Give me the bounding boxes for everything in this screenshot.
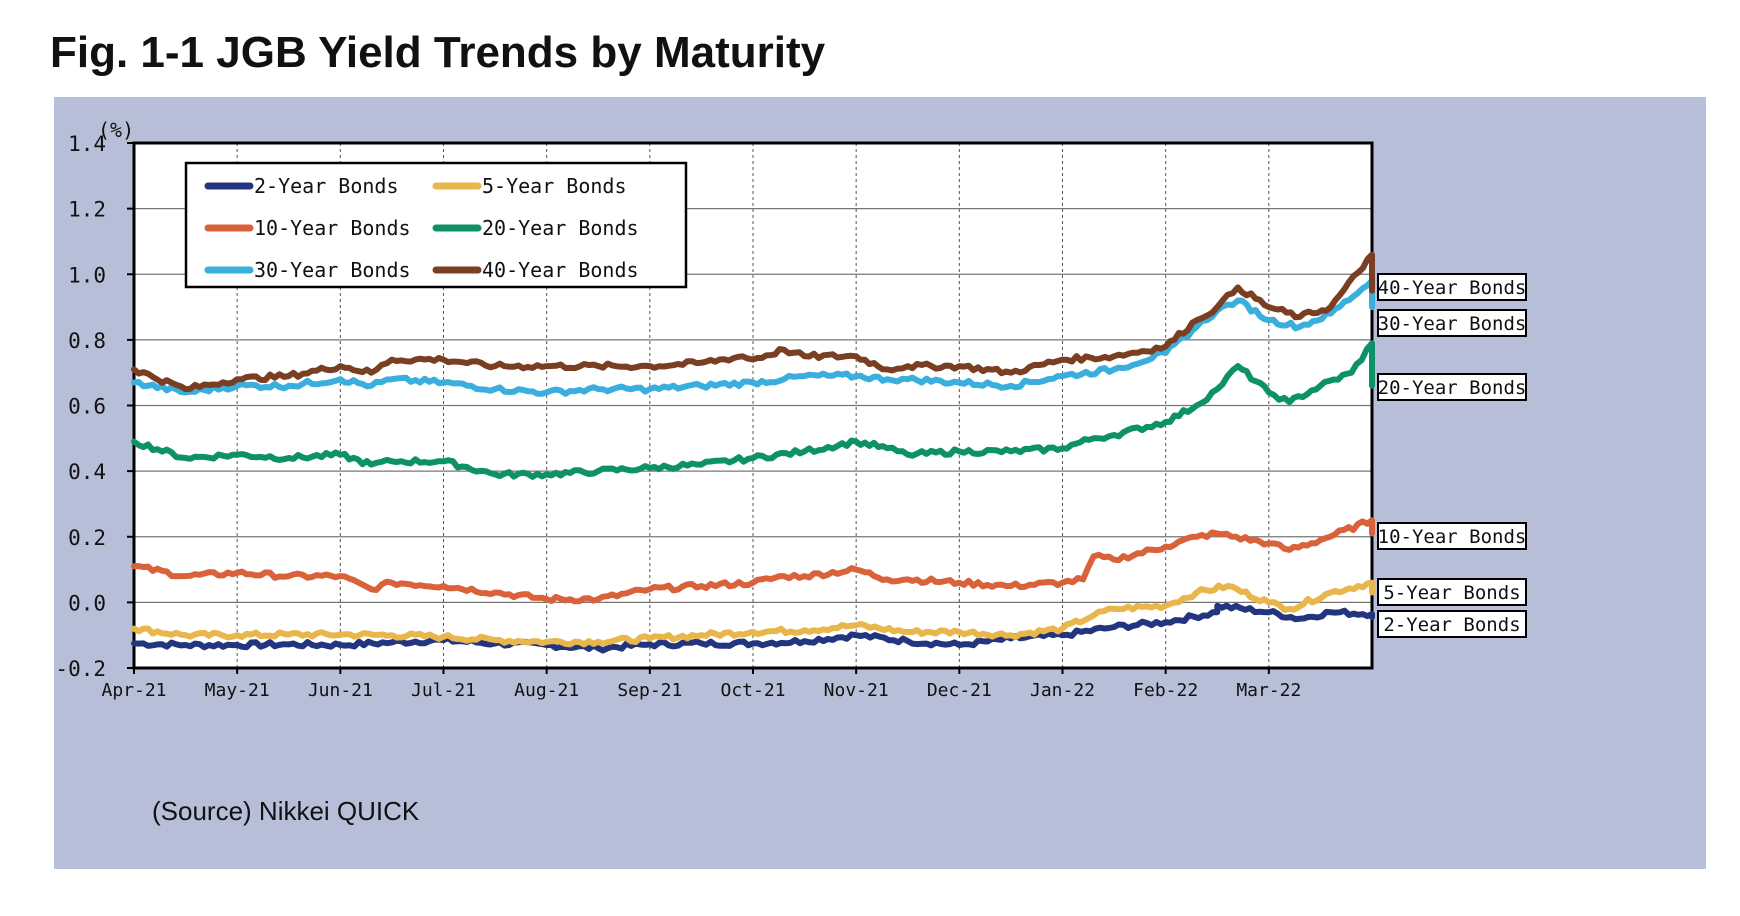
x-tick-label: Jun-21 — [308, 680, 373, 701]
y-tick-label: 1.0 — [68, 263, 106, 287]
y-tick-label: 1.4 — [68, 132, 106, 156]
x-tick-label: Jan-22 — [1030, 680, 1095, 701]
legend: 2-Year Bonds 5-Year Bonds 10-Year Bonds 20-… — [184, 161, 688, 289]
end-label-text: 20-Year Bonds — [1378, 377, 1527, 399]
end-label-text: 5-Year Bonds — [1383, 582, 1520, 604]
x-tick-label: Oct-21 — [720, 680, 785, 701]
x-tick-label: Mar-22 — [1236, 680, 1301, 701]
end-labels: 2-Year Bonds 5-Year Bonds 10-Year Bonds 20-… — [1377, 273, 1527, 638]
end-label-box — [1377, 522, 1527, 550]
legend-item: 30-Year Bonds — [204, 258, 411, 282]
y-tick-label: 0.4 — [68, 460, 106, 484]
legend-label: 5-Year Bonds — [482, 174, 627, 198]
y-tick-label: 0.8 — [68, 329, 106, 353]
x-tick-label: Dec-21 — [927, 680, 992, 701]
end-label-box — [1377, 273, 1527, 301]
legend-label: 30-Year Bonds — [254, 258, 411, 282]
end-label-2-year-bonds: 2-Year Bonds — [1377, 610, 1527, 638]
end-label-box — [1377, 610, 1527, 638]
end-label-text: 10-Year Bonds — [1378, 526, 1527, 548]
legend-label: 40-Year Bonds — [482, 258, 639, 282]
series-line-30-year-bonds — [131, 277, 1375, 397]
series-line-20-year-bonds — [131, 340, 1375, 480]
end-label-40-year-bonds: 40-Year Bonds — [1377, 273, 1527, 301]
x-tick-label: Sep-21 — [617, 680, 682, 701]
y-tick-label: 0.0 — [68, 591, 106, 615]
series-line-5-year-bonds — [131, 579, 1375, 648]
x-tick-label: Aug-21 — [514, 680, 579, 701]
source-note: (Source) Nikkei QUICK — [152, 796, 420, 826]
end-label-box — [1377, 309, 1527, 337]
legend-label: 2-Year Bonds — [254, 174, 399, 198]
y-tick-label: 0.2 — [68, 526, 106, 550]
y-tick-label: 1.2 — [68, 198, 106, 222]
y-tick-label: 0.6 — [68, 395, 106, 419]
end-label-text: 2-Year Bonds — [1383, 614, 1520, 636]
x-tick-label: Apr-21 — [101, 680, 166, 701]
legend-item: 10-Year Bonds — [204, 216, 411, 240]
end-label-5-year-bonds: 5-Year Bonds — [1377, 578, 1527, 606]
y-tick-labels: -0.2 0.0 0.2 0.4 0.6 0.8 1.0 1.2 1.4 — [55, 132, 134, 681]
end-label-10-year-bonds: 10-Year Bonds — [1377, 522, 1527, 550]
series-line-10-year-bonds — [131, 517, 1375, 605]
series-line-40-year-bonds — [131, 251, 1375, 393]
end-label-30-year-bonds: 30-Year Bonds — [1377, 309, 1527, 337]
series-line-2-year-bonds — [131, 602, 1375, 654]
y-tick-label: -0.2 — [55, 657, 106, 681]
end-label-text: 30-Year Bonds — [1378, 313, 1527, 335]
legend-item: 20-Year Bonds — [432, 216, 639, 240]
end-label-20-year-bonds: 20-Year Bonds — [1377, 373, 1527, 401]
series-lines — [131, 251, 1375, 654]
legend-item: 2-Year Bonds — [204, 174, 399, 198]
x-tick-labels: Apr-21 May-21 Jun-21 Jul-21 Aug-21 Sep-21 Oct-… — [101, 668, 1301, 701]
end-label-text: 40-Year Bonds — [1378, 277, 1527, 299]
legend-label: 20-Year Bonds — [482, 216, 639, 240]
x-tick-label: Feb-22 — [1133, 680, 1198, 701]
figure-title: Fig. 1-1 JGB Yield Trends by Maturity — [50, 28, 826, 77]
legend-item: 40-Year Bonds — [432, 258, 639, 282]
chart-panel: (%) -0.2 0.0 0.2 0.4 0.6 0.8 1.0 1.2 1.4 Apr-21 M… — [54, 97, 1706, 869]
x-tick-label: Nov-21 — [824, 680, 889, 701]
y-axis-unit-label: (%) — [98, 118, 134, 142]
end-label-box — [1377, 578, 1527, 606]
x-tick-label: May-21 — [205, 680, 270, 701]
line-chart: (%) -0.2 0.0 0.2 0.4 0.6 0.8 1.0 1.2 1.4 Apr-21 M… — [55, 118, 1527, 701]
legend-item: 5-Year Bonds — [432, 174, 627, 198]
end-label-box — [1377, 373, 1527, 401]
legend-label: 10-Year Bonds — [254, 216, 411, 240]
x-tick-label: Jul-21 — [411, 680, 476, 701]
